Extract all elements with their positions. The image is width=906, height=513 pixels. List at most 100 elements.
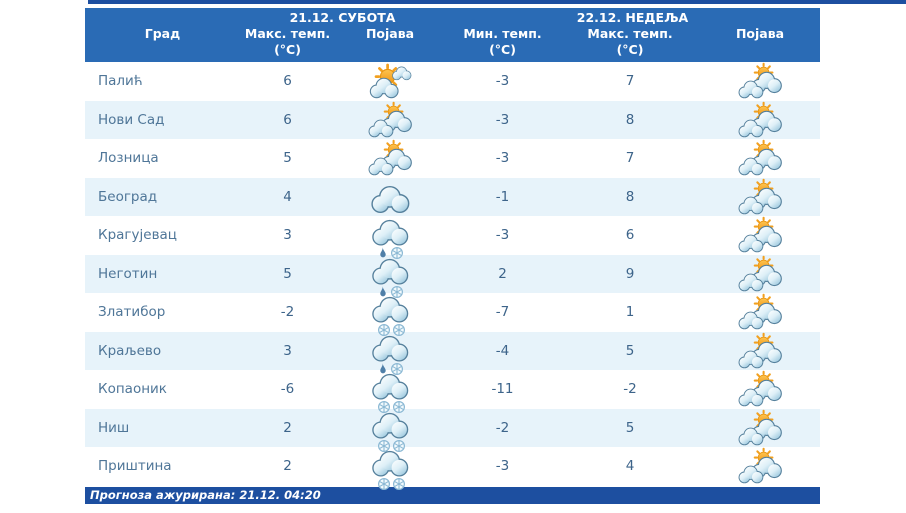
saturday-max-temp: -2 <box>280 304 295 321</box>
sun-min-unit: (°C) <box>489 42 516 57</box>
cloudy-icon <box>371 185 410 213</box>
partly-cloudy-icon <box>368 101 412 137</box>
saturday-max-temp: -6 <box>280 381 295 398</box>
column-header-sat-max-temp: Макс. темп. (°C) <box>240 26 335 58</box>
table-header: 21.12. СУБОТА 22.12. НЕДЕЉА Град Макс. т… <box>85 8 820 62</box>
sunday-min-temp: -7 <box>495 304 510 321</box>
column-header-sun-phenomenon: Појава <box>700 26 820 58</box>
saturday-weather-icon-cell <box>335 293 445 336</box>
sunday-min-temp: -2 <box>495 419 510 436</box>
sunday-min-temp: -11 <box>491 381 514 398</box>
column-header-sun-min-temp: Мин. темп. (°C) <box>445 26 560 58</box>
sunday-min-temp: -4 <box>495 342 510 359</box>
table-row: Ниш 2 -2 5 <box>85 408 820 452</box>
sunday-max-temp: 4 <box>625 458 635 475</box>
forecast-table: 21.12. СУБОТА 22.12. НЕДЕЉА Град Макс. т… <box>85 8 820 504</box>
table-row: Неготин 5 2 9 <box>85 254 820 298</box>
column-header-city: Град <box>85 26 240 58</box>
sunday-weather-icon-cell <box>700 101 820 140</box>
saturday-max-temp: 2 <box>283 419 292 436</box>
partly-cloudy-icon <box>738 101 782 137</box>
partly-cloudy-icon <box>738 370 782 407</box>
partly-cloudy-icon <box>738 178 782 214</box>
sun-max-label: Макс. темп. <box>587 26 673 41</box>
saturday-max-temp: 5 <box>283 265 292 282</box>
saturday-max-temp: 3 <box>283 342 292 359</box>
partly-cloudy-icon <box>738 293 782 330</box>
partly-cloudy-icon <box>738 216 782 253</box>
table-row: Приштина 2 -3 4 <box>85 447 820 490</box>
saturday-weather-icon-cell <box>335 178 445 217</box>
sunday-min-temp: -3 <box>495 73 510 90</box>
saturday-weather-icon-cell <box>335 409 445 452</box>
partly-cloudy-icon <box>738 447 782 484</box>
city-name: Београд <box>98 188 158 205</box>
table-body: Палић 6 -3 7 Нови Сад 6 -3 8 Лозница 5 -… <box>85 62 820 490</box>
saturday-weather-icon-cell <box>335 216 445 259</box>
saturday-max-temp: 6 <box>283 73 292 90</box>
sunday-max-temp: -2 <box>623 381 637 398</box>
saturday-weather-icon-cell <box>335 139 445 178</box>
sun-phenomenon-label: Појава <box>735 26 785 41</box>
city-name: Ниш <box>98 419 130 436</box>
saturday-max-temp: 6 <box>283 111 292 128</box>
sunday-weather-icon-cell <box>700 62 820 101</box>
column-header-sat-phenomenon: Појава <box>335 26 445 58</box>
table-row: Београд 4 -1 8 <box>85 177 820 217</box>
saturday-weather-icon-cell <box>335 255 445 298</box>
saturday-weather-icon-cell <box>335 332 445 375</box>
table-row: Копаоник -6 -11 -2 <box>85 370 820 413</box>
saturday-weather-icon-cell <box>335 101 445 140</box>
city-name: Лозница <box>98 150 159 167</box>
saturday-max-temp: 4 <box>283 188 292 205</box>
city-name: Крагујевац <box>98 227 177 244</box>
city-name: Нови Сад <box>98 111 165 128</box>
partly-cloudy-icon <box>738 62 782 99</box>
forecast-updated-bar: Прогноза ажурирана: 21.12. 04:20 <box>85 486 820 504</box>
sat-phenomenon-label: Појава <box>365 26 415 41</box>
saturday-weather-icon-cell <box>335 447 445 490</box>
snow-icon <box>372 450 409 490</box>
saturday-max-temp: 2 <box>283 458 292 475</box>
sunday-min-temp: 2 <box>498 265 507 282</box>
date-header-row: 21.12. СУБОТА 22.12. НЕДЕЉА <box>85 8 820 25</box>
table-row: Нови Сад 6 -3 8 <box>85 100 820 140</box>
sat-max-label: Макс. темп. <box>244 26 331 41</box>
table-row: Крагујевац 3 -3 6 <box>85 216 820 259</box>
sunday-min-temp: -3 <box>495 150 510 167</box>
city-name: Палић <box>98 73 143 90</box>
sunday-weather-icon-cell <box>700 332 820 371</box>
sunday-max-temp: 5 <box>625 419 635 436</box>
partly-cloudy-icon <box>738 409 782 445</box>
table-row: Краљево 3 -4 5 <box>85 331 820 375</box>
sat-max-unit: (°C) <box>274 42 301 57</box>
sunday-weather-icon-cell <box>700 178 820 217</box>
sunday-weather-icon-cell <box>700 409 820 448</box>
sunday-min-temp: -3 <box>495 227 510 244</box>
sun-max-unit: (°C) <box>616 42 644 57</box>
city-name: Златибор <box>98 304 166 321</box>
city-name: Приштина <box>98 458 172 475</box>
partly-cloudy-icon <box>368 139 412 176</box>
saturday-date-header: 21.12. СУБОТА <box>289 10 396 25</box>
top-border-line <box>88 0 906 4</box>
city-column-label: Град <box>144 26 181 41</box>
saturday-weather-icon-cell <box>335 370 445 413</box>
sunday-max-temp: 5 <box>625 342 635 359</box>
table-row: Палић 6 -3 7 <box>85 62 820 101</box>
partly-cloudy-icon <box>738 139 782 176</box>
sunday-max-temp: 7 <box>625 150 635 167</box>
sunday-min-temp: -3 <box>495 458 510 475</box>
sunday-max-temp: 8 <box>625 111 635 128</box>
sunday-min-temp: -1 <box>495 188 510 205</box>
sunday-weather-icon-cell <box>700 139 820 178</box>
sunday-max-temp: 6 <box>625 227 635 244</box>
sunday-max-temp: 7 <box>625 73 635 90</box>
sunday-weather-icon-cell <box>700 447 820 486</box>
saturday-weather-icon-cell <box>335 62 445 101</box>
sunny-with-clouds-icon <box>369 63 412 99</box>
sunday-weather-icon-cell <box>700 216 820 255</box>
sun-min-label: Мин. темп. <box>463 26 542 41</box>
column-header-row: Град Макс. темп. (°C) Појава Мин. темп. … <box>85 25 820 62</box>
